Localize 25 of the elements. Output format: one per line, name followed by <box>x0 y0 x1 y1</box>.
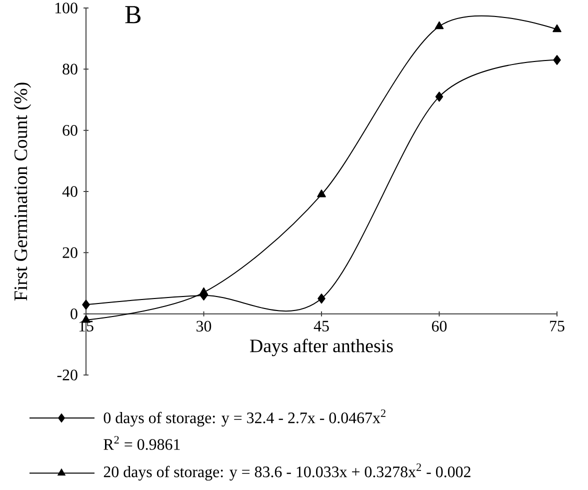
x-tick-label: 45 <box>314 320 329 332</box>
x-tick-label: 60 <box>432 320 447 332</box>
legend-label: 20 days of storage: y = 83.6 - 10.033x + 0.3278x$^{2}$ - 0.002 <box>104 463 470 481</box>
point <box>318 294 326 304</box>
y-tick-label: 60 <box>62 124 78 136</box>
x-tick-label: 30 <box>196 320 212 332</box>
legend-label: 0 days of storage: y = 32.4 - 2.7x - 0.0467x$^{2}$ <box>104 409 386 427</box>
point <box>434 21 444 30</box>
y-tick-label: 100 <box>55 2 78 14</box>
point <box>435 92 444 102</box>
text: R$^{2}$ = 0.9861 <box>104 436 180 450</box>
point <box>552 24 562 32</box>
annotation: B <box>125 6 140 24</box>
y-tick-label: 20 <box>62 247 78 258</box>
y-tick-label: 40 <box>62 186 78 197</box>
point <box>82 300 90 310</box>
x-axis-title: Days after anthesis <box>250 338 393 356</box>
y-axis-title: First Germination Count (%) <box>14 82 31 301</box>
x-tick-label: 75 <box>550 320 564 332</box>
y-tick-label: 0 <box>70 308 78 320</box>
y-tick-label: 80 <box>62 64 78 75</box>
y-tick-label: -20 <box>57 370 78 380</box>
point <box>317 190 326 198</box>
point <box>199 287 208 296</box>
point <box>553 54 561 65</box>
